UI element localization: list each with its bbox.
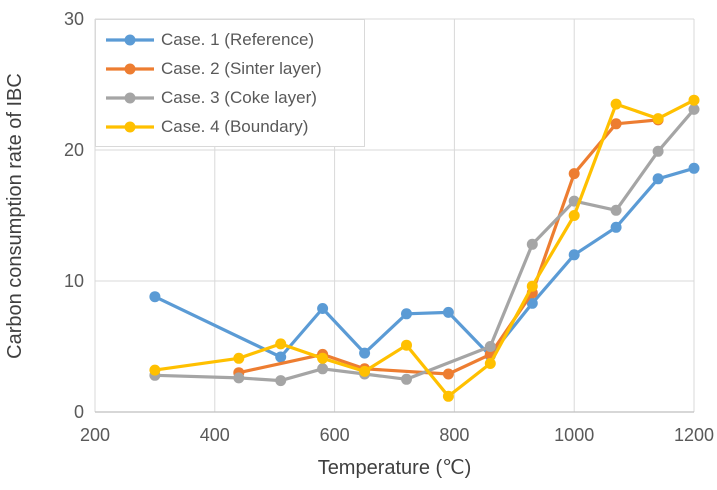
series-marker-3 [401,373,412,385]
y-axis-title: Carbon consumption rate of IBC [4,73,26,359]
series-line-3 [153,107,696,383]
series-marker-1 [610,221,622,233]
series-marker-2 [568,168,580,180]
series-marker-3 [317,363,329,375]
series-marker-2 [442,368,454,380]
series-marker-4 [275,338,287,350]
series-line-1 [153,166,696,359]
series-marker-4 [149,364,161,376]
series-marker-1 [688,162,700,174]
legend-line-marker-icon [106,63,154,74]
x-tick-label: 400 [200,425,230,445]
legend-item-case-4: Case. 4 (Boundary) [106,112,354,141]
series-marker-4 [233,352,245,364]
series-marker-4 [568,210,580,221]
y-tick-label: 10 [64,271,84,291]
legend-label: Case. 3 (Coke layer) [161,87,317,107]
series-marker-4 [401,339,412,351]
legend-item-case-2: Case. 2 (Sinter layer) [106,54,354,83]
y-tick-label: 0 [74,402,84,422]
legend-line-marker-icon [106,92,154,103]
series-marker-4 [359,365,371,377]
y-tick-label: 30 [64,9,84,29]
legend-line-marker-icon [106,34,154,45]
x-tick-label: 1200 [674,425,714,445]
x-axis-title: Temperature (℃) [317,457,472,479]
series-marker-3 [484,341,496,352]
series-marker-3 [652,145,664,157]
series-marker-4 [652,113,664,125]
series-marker-2 [610,118,622,130]
legend-item-case-3: Case. 3 (Coke layer) [106,83,354,112]
series-marker-1 [317,303,329,314]
series-marker-4 [688,94,700,106]
series-marker-1 [359,347,371,359]
series-marker-1 [526,297,538,309]
series-marker-1 [568,249,580,261]
series-marker-4 [526,280,538,292]
legend: Case. 1 (Reference) Case. 2 (Sinter layer… [95,19,365,147]
series-marker-4 [484,358,496,369]
series-marker-1 [442,306,454,318]
y-tick-label: 20 [64,140,84,160]
series-marker-3 [275,375,287,387]
x-tick-label: 200 [80,425,110,445]
series-marker-1 [652,173,664,185]
series-marker-3 [610,204,622,216]
series-marker-1 [401,308,412,320]
legend-label: Case. 4 (Boundary) [161,116,309,136]
series-marker-3 [688,103,700,115]
x-tick-label: 1000 [554,425,594,445]
series-marker-4 [442,390,454,402]
legend-label: Case. 1 (Reference) [161,29,315,49]
legend-line-marker-icon [106,121,154,132]
series-marker-4 [610,98,622,110]
series-marker-1 [149,291,161,303]
x-tick-label: 600 [320,425,350,445]
series-marker-4 [317,352,329,364]
x-tick-label: 800 [439,425,469,445]
series-marker-3 [526,238,538,250]
series-marker-1 [275,351,287,363]
series-marker-3 [233,372,245,384]
legend-item-case-1: Case. 1 (Reference) [106,25,354,54]
legend-label: Case. 2 (Sinter layer) [161,58,322,78]
